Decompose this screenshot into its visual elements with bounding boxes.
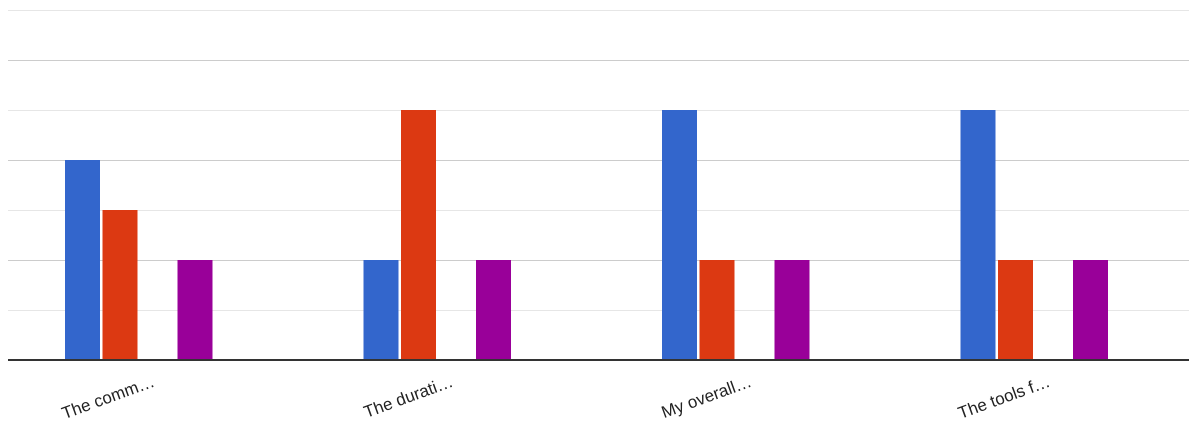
bar: [65, 160, 100, 360]
x-tick-label: The durati…: [361, 372, 455, 422]
bar: [401, 110, 436, 360]
bar: [699, 260, 735, 360]
bar: [998, 260, 1033, 360]
x-tick-labels: The comm… The durati… My overall… The tools…: [59, 372, 1052, 423]
bar: [1073, 260, 1108, 360]
bar: [774, 260, 810, 360]
bar: [177, 260, 213, 360]
bar: [960, 110, 996, 360]
x-tick-label: The tools f…: [956, 372, 1053, 423]
bar: [102, 210, 138, 360]
bar: [363, 260, 399, 360]
bars: [65, 110, 1108, 360]
bar: [476, 260, 511, 360]
bar: [662, 110, 697, 360]
x-tick-label: The comm…: [59, 372, 157, 423]
x-tick-label: My overall…: [659, 372, 754, 422]
